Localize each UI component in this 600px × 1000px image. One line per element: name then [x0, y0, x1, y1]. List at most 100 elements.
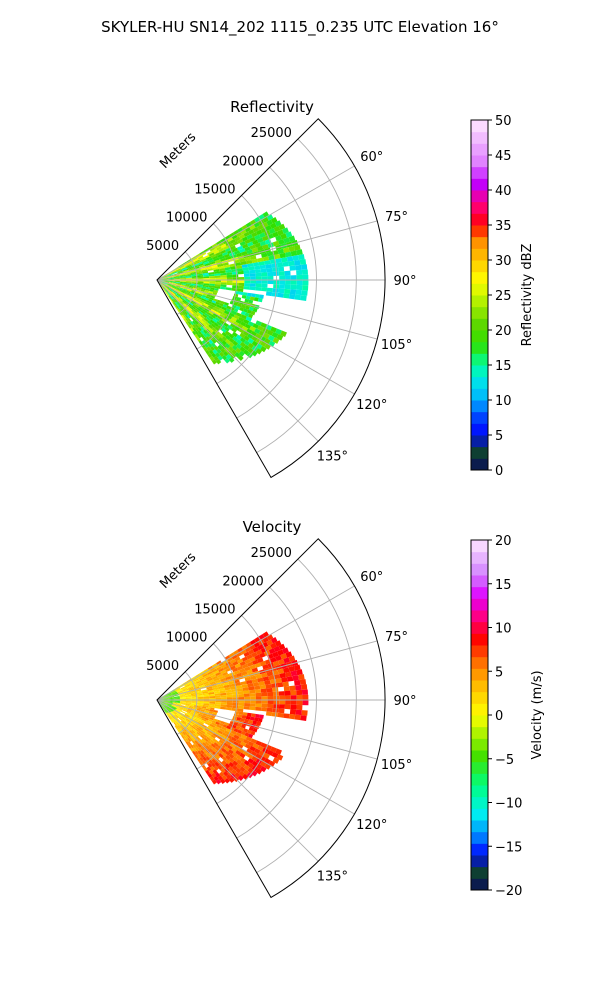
- echo-gate: [195, 722, 201, 727]
- echo-gate: [254, 265, 261, 270]
- echo-gate: [172, 718, 176, 723]
- echo-gate: [197, 704, 204, 707]
- echo-gate: [211, 359, 217, 365]
- echo-gate: [167, 288, 172, 293]
- echo-gate: [261, 707, 268, 712]
- echo-gate: [210, 674, 217, 679]
- echo-gate: [257, 657, 264, 664]
- echo-gate: [222, 239, 229, 245]
- azimuth-gridline: [156, 699, 378, 760]
- echo-gate: [255, 758, 263, 765]
- echo-gate: [180, 277, 187, 280]
- echo-gate: [176, 284, 182, 286]
- echo-gate: [196, 692, 203, 695]
- echo-gate: [182, 727, 187, 732]
- echo-gate: [208, 691, 215, 695]
- echo-gate: [203, 700, 210, 702]
- echo-gate: [202, 704, 209, 708]
- echo-gate: [295, 289, 302, 296]
- echo-gate: [164, 705, 169, 709]
- echo-gate: [197, 301, 203, 306]
- echo-gate: [205, 736, 212, 742]
- echo-gate: [257, 717, 263, 723]
- echo-gate: [164, 709, 168, 713]
- echo-gate: [184, 314, 189, 319]
- echo-gate: [206, 706, 211, 710]
- echo-gate: [277, 266, 285, 272]
- echo-gate: [296, 249, 303, 256]
- echo-gate: [261, 280, 268, 284]
- echo-gate: [171, 291, 176, 296]
- echo-gate: [251, 755, 258, 762]
- echo-gate: [184, 713, 190, 718]
- echo-gate: [162, 697, 169, 700]
- echo-gate: [231, 751, 238, 758]
- echo-gate: [230, 674, 237, 679]
- echo-gate: [211, 720, 217, 724]
- echo-gate: [200, 309, 206, 315]
- echo-gate: [290, 275, 297, 280]
- echo-gate: [195, 736, 201, 741]
- colorbar-tick-label: −15: [495, 840, 522, 855]
- echo-gate: [198, 713, 203, 717]
- echo-gate: [209, 695, 216, 699]
- echo-gate: [263, 752, 270, 759]
- echo-gate: [203, 280, 210, 282]
- echo-gate: [185, 277, 192, 279]
- echo-gate: [189, 301, 195, 306]
- echo-gate: [224, 763, 231, 769]
- colorbar-band: [471, 866, 488, 879]
- colorbar-band: [471, 761, 488, 774]
- echo-gate: [249, 745, 256, 752]
- echo-gate: [170, 706, 176, 710]
- echo-gate: [238, 736, 245, 742]
- echo-gate: [203, 766, 208, 772]
- echo-gate: [166, 693, 172, 697]
- echo-gate: [261, 703, 268, 708]
- echo-gate: [265, 291, 273, 297]
- echo-gate: [201, 298, 207, 302]
- echo-gate: [185, 741, 190, 746]
- echo-gate: [184, 691, 191, 695]
- reflectivity-panel: Reflectivity 50001000015000200002500060°…: [146, 98, 535, 479]
- echo-gate: [235, 252, 243, 258]
- echo-gate: [224, 687, 231, 691]
- echo-gate: [210, 762, 216, 768]
- echo-gate: [174, 278, 181, 280]
- echo-gate: [296, 274, 303, 280]
- echo-gate: [179, 695, 186, 697]
- echo-gate: [241, 644, 248, 651]
- echo-gate: [272, 660, 280, 667]
- echo-gate: [242, 712, 248, 716]
- echo-gate: [214, 706, 221, 709]
- echo-gate: [203, 302, 209, 308]
- echo-gate: [218, 247, 225, 253]
- echo-gate: [254, 234, 261, 241]
- echo-gate: [171, 704, 176, 707]
- echo-gate: [216, 740, 222, 746]
- echo-gate: [255, 272, 262, 277]
- echo-gate: [175, 714, 181, 718]
- echo-gate: [290, 280, 297, 285]
- echo-gate: [205, 349, 211, 355]
- echo-gate: [211, 668, 218, 673]
- range-ring: [256, 138, 357, 453]
- echo-gate: [215, 721, 220, 726]
- echo-gate: [265, 224, 272, 231]
- echo-gate: [202, 728, 208, 734]
- echo-gate: [190, 256, 196, 261]
- echo-gate: [184, 723, 189, 728]
- echo-gate: [206, 346, 212, 352]
- echo-gate: [261, 641, 269, 648]
- echo-gate: [216, 246, 222, 251]
- echo-gate: [275, 328, 282, 335]
- echo-gate: [187, 265, 193, 269]
- echo-gate: [160, 701, 165, 703]
- echo-gate: [243, 693, 250, 697]
- echo-gate: [189, 261, 196, 266]
- echo-gate: [211, 751, 218, 757]
- echo-gate: [197, 746, 202, 752]
- echo-gate: [196, 731, 202, 737]
- echo-gate: [246, 654, 253, 660]
- echo-gate: [220, 669, 227, 675]
